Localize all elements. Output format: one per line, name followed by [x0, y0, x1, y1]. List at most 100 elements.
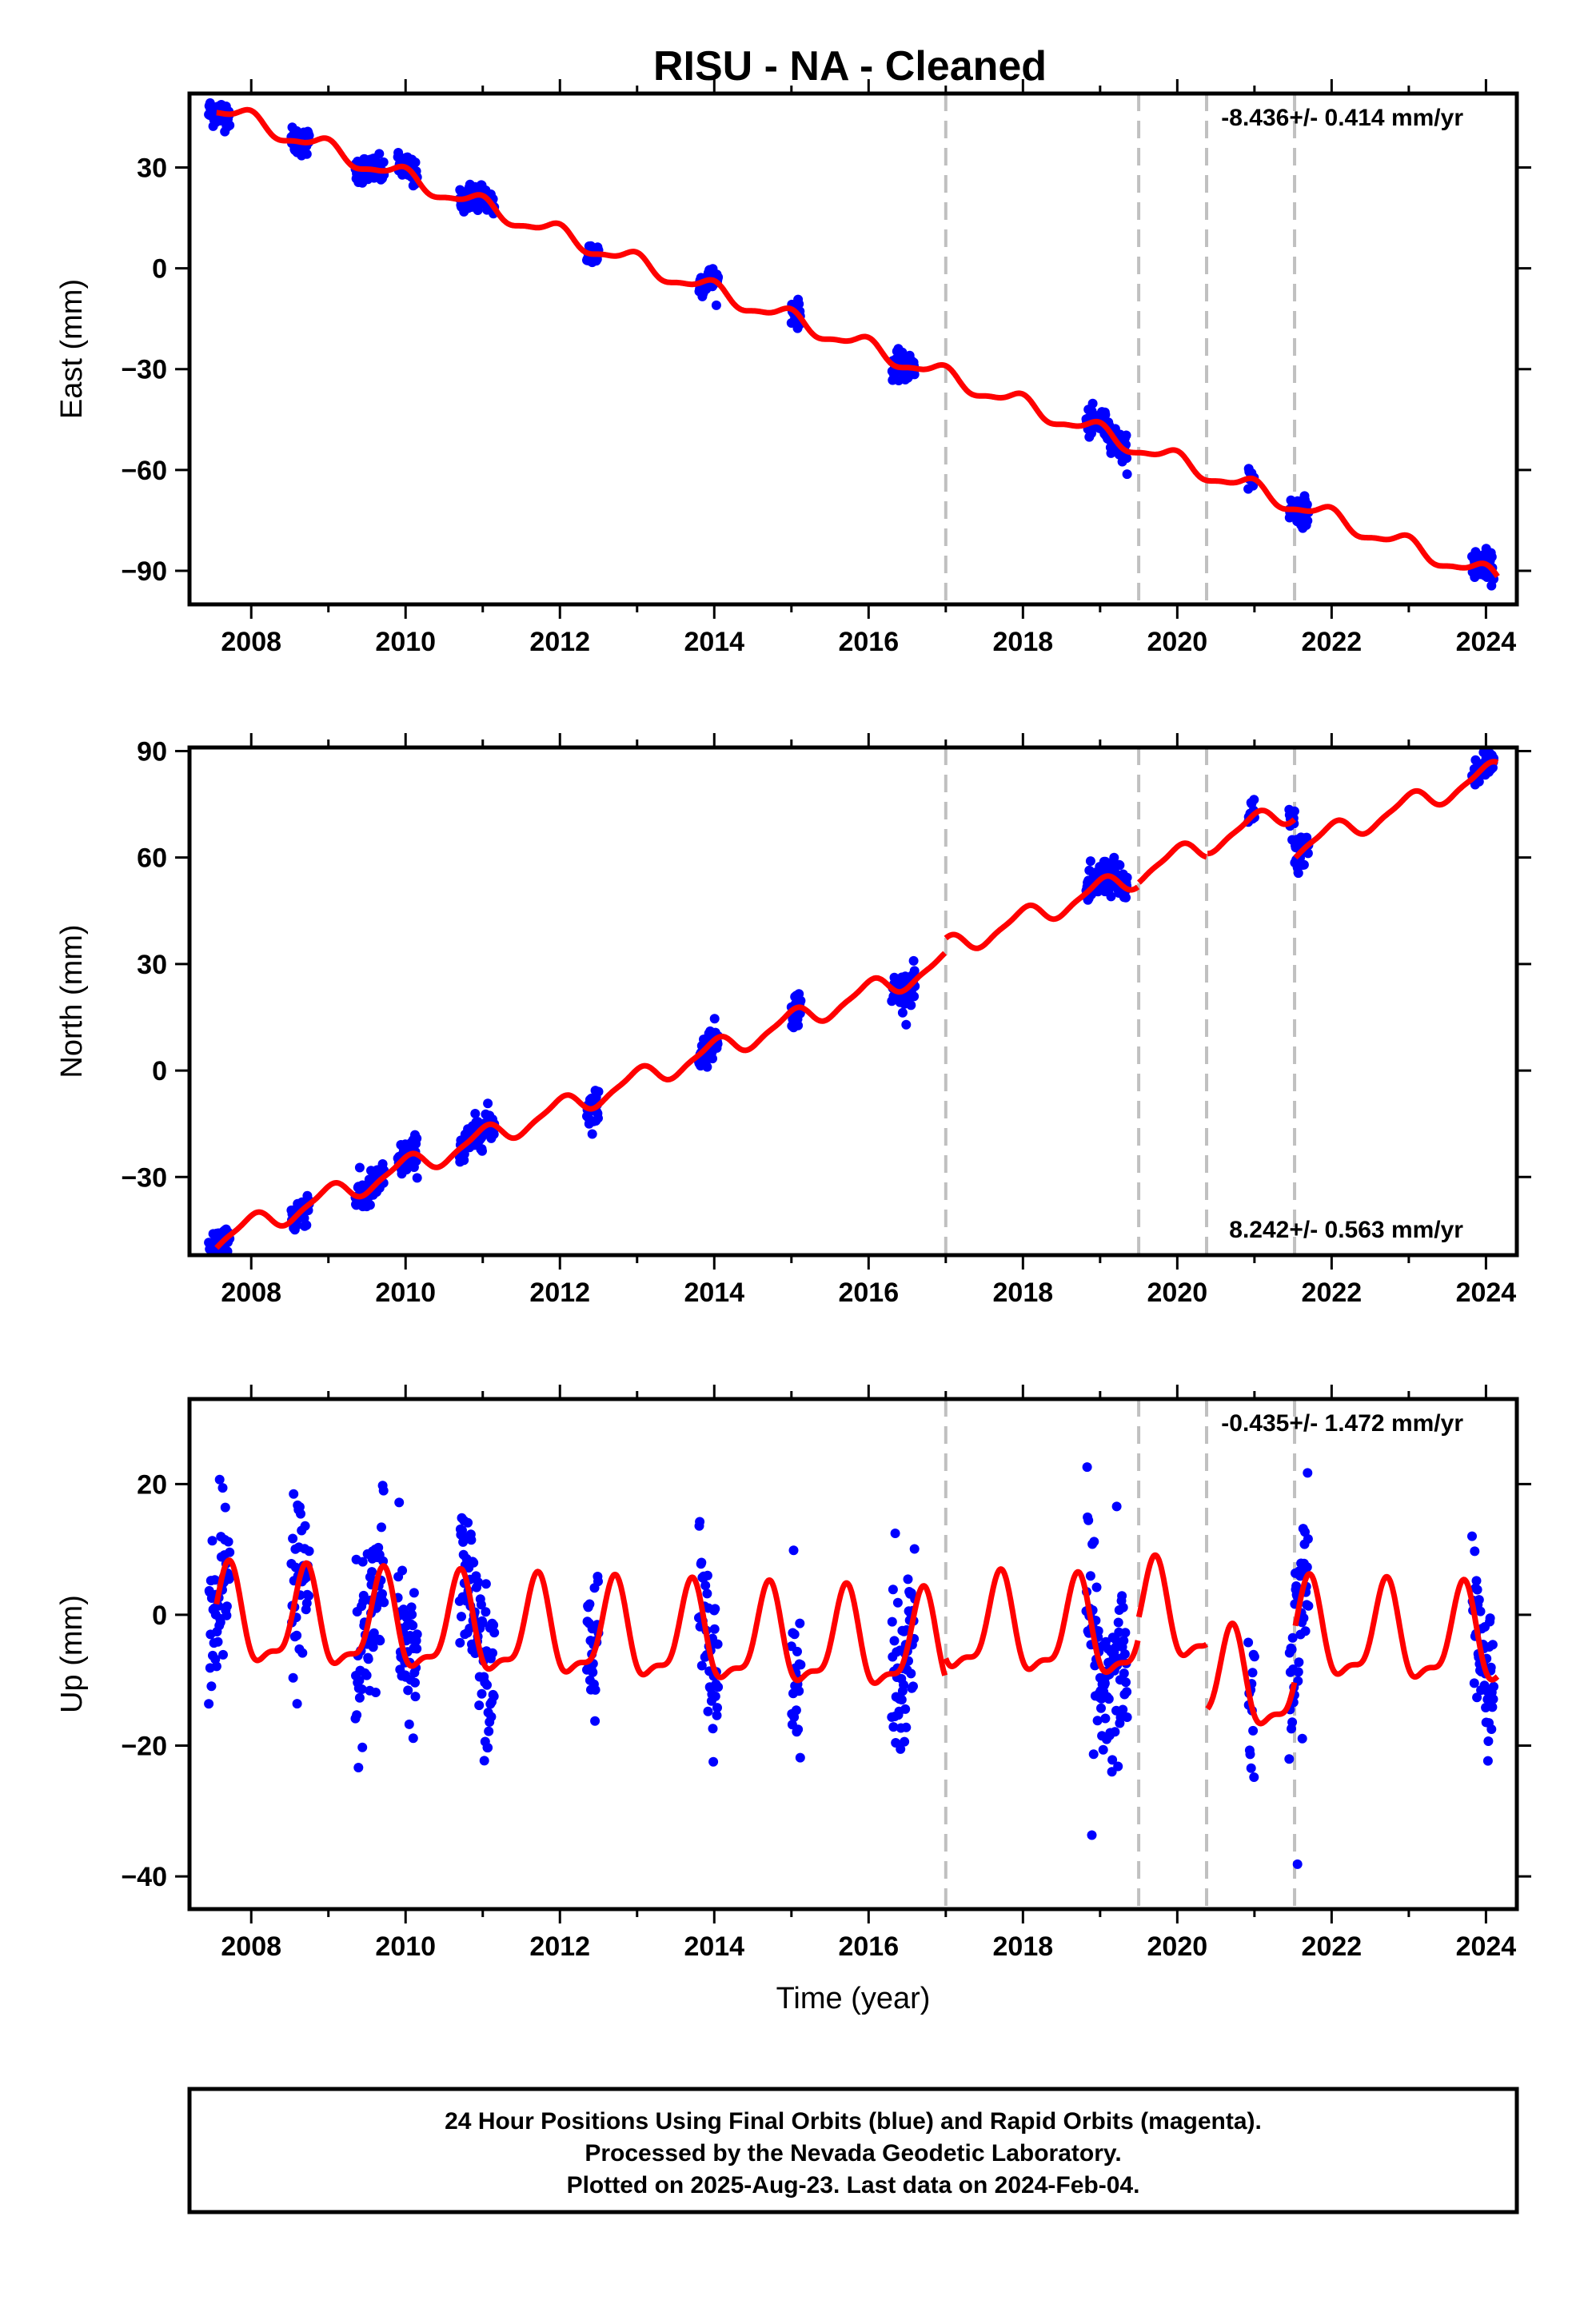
north-xtick-label: 2008 [221, 1278, 281, 1308]
up-point [1119, 1668, 1129, 1679]
north-point [1249, 795, 1259, 805]
up-point [1248, 1725, 1259, 1736]
up-point [888, 1585, 898, 1595]
up-point [221, 1601, 232, 1612]
up-point [403, 1685, 413, 1696]
up-point [1483, 1736, 1494, 1746]
east-ytick-label: −60 [121, 456, 167, 486]
east-point [1122, 453, 1132, 463]
north-point [205, 1256, 214, 1266]
up-point [210, 1654, 221, 1664]
up-point [217, 1483, 228, 1493]
up-point [1243, 1637, 1254, 1648]
up-point [288, 1533, 298, 1544]
up-point [1122, 1687, 1132, 1697]
up-xtick-label: 2008 [221, 1931, 281, 1962]
north-xtick-label: 2020 [1147, 1278, 1208, 1308]
up-point [225, 1547, 235, 1557]
up-point [288, 1672, 298, 1683]
east-point [1303, 516, 1313, 526]
up-point [1293, 1667, 1303, 1677]
east-xtick-label: 2018 [993, 627, 1054, 657]
up-point [488, 1648, 497, 1658]
up-point [1485, 1613, 1495, 1624]
up-point [204, 1699, 214, 1709]
panel-east: 2008 2010 2012 2014 2016 2018 2020 2022 2024 30 0 −… [55, 79, 1531, 657]
up-point [1089, 1537, 1099, 1547]
up-point [1287, 1644, 1297, 1655]
north-point [470, 1109, 481, 1118]
north-point [214, 1258, 224, 1268]
up-point [791, 1705, 801, 1716]
north-point [1085, 856, 1095, 867]
up-point [409, 1588, 419, 1598]
north-point [793, 1020, 804, 1030]
up-point [407, 1609, 417, 1620]
up-point [304, 1546, 314, 1557]
up-point [469, 1557, 479, 1568]
up-point [702, 1589, 712, 1599]
north-point [489, 1129, 499, 1139]
up-point [363, 1654, 373, 1664]
up-point [377, 1589, 387, 1599]
up-point [1467, 1531, 1477, 1541]
east-ytick-label: −90 [121, 556, 167, 587]
up-point [796, 1660, 806, 1670]
east-point [301, 149, 312, 159]
up-point [1120, 1628, 1131, 1638]
up-point [367, 1567, 377, 1577]
north-point [214, 1257, 224, 1266]
up-point [297, 1648, 308, 1658]
up-point [211, 1661, 221, 1672]
up-point [900, 1704, 911, 1714]
north-point [205, 1261, 215, 1270]
up-point [899, 1680, 908, 1690]
east-point [711, 300, 721, 310]
up-point [215, 1617, 225, 1628]
up-point [795, 1752, 805, 1763]
up-point [455, 1637, 465, 1648]
up-point [1091, 1582, 1102, 1593]
up-xtick-label: 2014 [684, 1931, 744, 1962]
up-point [1087, 1830, 1097, 1840]
up-point [1249, 1772, 1259, 1782]
up-point [463, 1517, 473, 1528]
up-ytick-label: 0 [152, 1600, 167, 1631]
north-ylabel: North (mm) [55, 924, 89, 1078]
up-point [292, 1630, 302, 1640]
up-point [793, 1724, 804, 1735]
up-point [218, 1649, 228, 1660]
north-point [897, 1007, 908, 1018]
up-point [792, 1646, 802, 1656]
up-point [1117, 1591, 1127, 1601]
up-point [206, 1681, 217, 1692]
up-point [1303, 1600, 1314, 1611]
up-point [1487, 1702, 1498, 1712]
up-point [696, 1660, 707, 1671]
up-point [710, 1691, 720, 1701]
up-point [370, 1688, 381, 1697]
up-point [354, 1692, 365, 1703]
up-point [713, 1682, 724, 1692]
up-point [1082, 1462, 1092, 1473]
east-point [1122, 469, 1132, 480]
east-point [1486, 552, 1497, 562]
east-xtick-label: 2016 [838, 627, 899, 657]
up-point [901, 1722, 912, 1732]
up-point [788, 1545, 799, 1556]
east-point [225, 120, 235, 130]
north-xtick-label: 2016 [838, 1278, 899, 1308]
up-point [477, 1617, 488, 1628]
footer-line-3: Plotted on 2025-Aug-23. Last data on 202… [567, 2172, 1140, 2198]
north-ytick-label: 60 [137, 843, 167, 874]
up-point [1486, 1724, 1497, 1734]
chart-title: RISU - NA - Cleaned [653, 43, 1047, 90]
up-point [1245, 1749, 1255, 1760]
up-point [1291, 1581, 1302, 1591]
up-point [221, 1610, 232, 1620]
east-point [374, 149, 385, 159]
north-xtick-label: 2022 [1302, 1278, 1363, 1308]
up-point [1475, 1606, 1486, 1616]
up-point [357, 1684, 367, 1694]
